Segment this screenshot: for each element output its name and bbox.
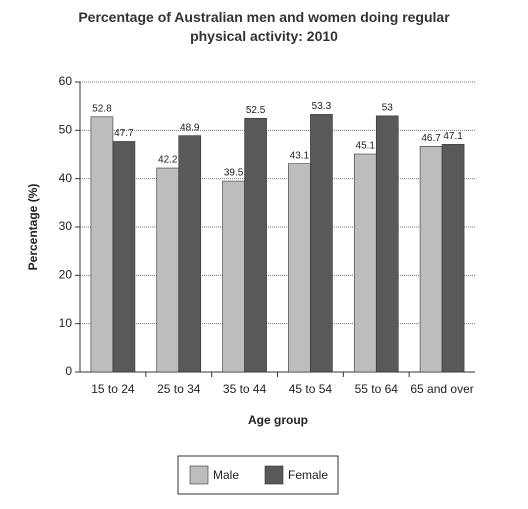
- x-tick-label: 15 to 24: [91, 382, 135, 396]
- legend-swatch: [264, 465, 284, 485]
- y-tick-label: 40: [59, 171, 73, 185]
- bar: [288, 163, 311, 373]
- bar: [419, 145, 443, 373]
- bar: [156, 167, 180, 373]
- value-label: 52.5: [246, 105, 266, 116]
- x-axis-label: Age group: [248, 413, 308, 427]
- y-tick-label: 60: [59, 74, 73, 88]
- value-label: 46.7: [421, 133, 441, 144]
- bar: [244, 117, 267, 373]
- bar: [178, 135, 202, 373]
- value-label: 53.3: [312, 101, 332, 112]
- x-tick-label: 55 to 64: [355, 382, 399, 396]
- value-label: 48.9: [180, 122, 200, 133]
- y-tick-label: 10: [59, 316, 73, 330]
- y-tick-label: 20: [59, 268, 73, 282]
- value-label: 43.1: [290, 150, 310, 161]
- y-tick-label: 30: [59, 219, 73, 233]
- x-tick-label: 65 and over: [410, 382, 473, 396]
- y-tick-label: 0: [65, 364, 72, 378]
- value-label: 39.5: [224, 168, 244, 179]
- y-tick-label: 50: [59, 123, 73, 137]
- bar: [222, 180, 245, 373]
- value-label: 53: [382, 102, 394, 113]
- bar: [441, 144, 465, 373]
- y-axis-label: Percentage (%): [26, 184, 40, 271]
- bar: [90, 116, 114, 373]
- bar: [112, 141, 136, 373]
- x-tick-label: 35 to 44: [223, 382, 267, 396]
- value-label: 45.1: [356, 141, 376, 152]
- legend-swatch: [189, 465, 209, 485]
- legend-label: Female: [288, 468, 328, 482]
- bar: [375, 115, 399, 373]
- value-label: 47.7: [114, 128, 134, 139]
- value-label: 42.2: [158, 155, 178, 166]
- bar: [310, 114, 333, 373]
- x-tick-label: 25 to 34: [157, 382, 201, 396]
- value-label: 52.8: [92, 103, 112, 114]
- bar: [353, 153, 377, 373]
- chart-title: Percentage of Australian men and women d…: [78, 9, 450, 44]
- x-tick-label: 45 to 54: [289, 382, 333, 396]
- value-label: 47.1: [443, 131, 463, 142]
- legend-label: Male: [213, 468, 239, 482]
